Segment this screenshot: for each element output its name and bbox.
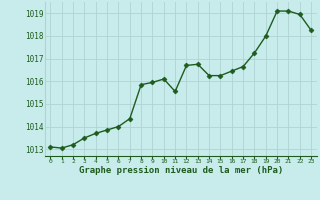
X-axis label: Graphe pression niveau de la mer (hPa): Graphe pression niveau de la mer (hPa) <box>79 166 283 175</box>
